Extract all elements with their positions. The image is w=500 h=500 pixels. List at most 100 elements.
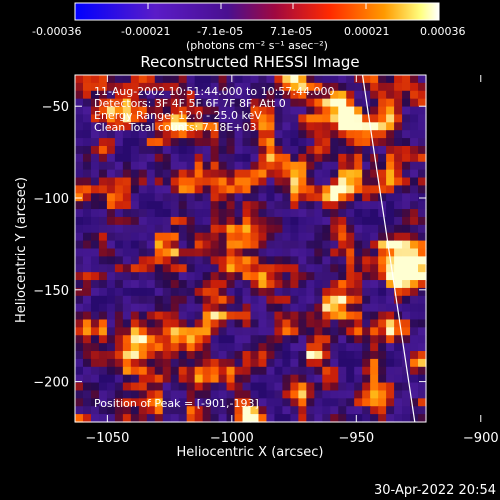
heatmap-cell xyxy=(98,343,108,352)
heatmap-cell xyxy=(178,224,188,234)
heatmap-cell xyxy=(234,264,244,273)
heatmap-cell xyxy=(106,138,116,147)
heatmap-cell xyxy=(330,303,339,313)
heatmap-cell xyxy=(130,398,140,407)
heatmap-cell xyxy=(146,414,156,423)
heatmap-cell xyxy=(178,272,188,281)
heatmap-cell xyxy=(394,185,403,194)
heatmap-cell xyxy=(162,75,172,84)
heatmap-cell xyxy=(290,335,299,344)
heatmap-cell xyxy=(242,358,252,368)
heatmap-cell xyxy=(282,138,291,147)
heatmap-cell xyxy=(210,209,220,218)
heatmap-cell xyxy=(330,114,339,123)
heatmap-cell xyxy=(250,240,260,250)
heatmap-cell xyxy=(282,216,291,226)
heatmap-cell xyxy=(378,335,387,344)
heatmap-cell xyxy=(210,216,220,226)
heatmap-cell xyxy=(106,177,116,187)
heatmap-cell xyxy=(194,358,204,368)
heatmap-cell xyxy=(258,193,268,202)
heatmap-cell xyxy=(130,185,140,194)
heatmap-cell xyxy=(138,327,148,336)
heatmap-cell xyxy=(226,358,236,368)
heatmap-cell xyxy=(338,209,347,218)
heatmap-cell xyxy=(346,122,355,131)
heatmap-cell xyxy=(330,216,339,226)
heatmap-cell xyxy=(242,169,252,179)
heatmap-cell xyxy=(386,114,395,123)
heatmap-cell xyxy=(418,272,427,281)
heatmap-cell xyxy=(114,374,124,384)
heatmap-cell xyxy=(194,311,204,321)
heatmap-cell xyxy=(274,303,284,313)
heatmap-cell xyxy=(178,287,188,297)
heatmap-cell xyxy=(90,358,100,368)
heatmap-cell xyxy=(354,161,363,171)
heatmap-cell xyxy=(346,185,355,194)
heatmap-cell xyxy=(394,90,403,100)
heatmap-cell xyxy=(378,264,387,273)
heatmap-cell xyxy=(378,169,387,179)
heatmap-cell xyxy=(146,303,156,313)
heatmap-cell xyxy=(90,224,100,234)
heatmap-cell xyxy=(106,90,116,100)
heatmap-cell xyxy=(98,209,108,218)
heatmap-cell xyxy=(218,248,228,257)
heatmap-cell xyxy=(114,327,124,336)
heatmap-cell xyxy=(226,130,236,139)
heatmap-cell xyxy=(178,398,188,407)
heatmap-cell xyxy=(282,224,291,234)
heatmap-cell xyxy=(338,201,347,210)
heatmap-cell xyxy=(106,82,116,92)
heatmap-cell xyxy=(162,153,172,163)
heatmap-cell xyxy=(410,90,419,100)
heatmap-cell xyxy=(234,303,244,313)
heatmap-cell xyxy=(386,138,395,147)
heatmap-cell xyxy=(362,114,371,123)
heatmap-cell xyxy=(146,374,156,384)
heatmap-cell xyxy=(178,343,188,352)
heatmap-cell xyxy=(210,390,220,399)
heatmap-cell xyxy=(290,295,299,305)
heatmap-cell xyxy=(298,272,307,281)
heatmap-cell xyxy=(258,224,268,234)
heatmap-cell xyxy=(194,248,204,257)
heatmap-cell xyxy=(82,240,92,250)
heatmap-cell xyxy=(250,161,260,171)
heatmap-cell xyxy=(274,138,284,147)
heatmap-cell xyxy=(226,122,236,131)
heatmap-cell xyxy=(82,327,92,336)
heatmap-cell xyxy=(258,264,268,273)
heatmap-cell xyxy=(82,98,92,108)
heatmap-cell xyxy=(178,90,188,100)
heatmap-cell xyxy=(314,319,323,328)
heatmap-cell xyxy=(258,138,268,147)
heatmap-cell xyxy=(90,414,100,423)
heatmap-cell xyxy=(274,351,284,360)
heatmap-cell xyxy=(138,351,148,360)
heatmap-cell xyxy=(314,390,323,399)
heatmap-cell xyxy=(154,390,164,399)
heatmap-cell xyxy=(202,130,212,139)
heatmap-cell xyxy=(410,248,419,257)
heatmap-cell xyxy=(282,122,291,131)
heatmap-cell xyxy=(298,90,307,100)
heatmap-cell xyxy=(234,406,244,415)
heatmap-cell xyxy=(306,256,315,265)
heatmap-cell xyxy=(410,240,419,250)
heatmap-cell xyxy=(322,248,331,257)
heatmap-cell xyxy=(290,327,299,336)
heatmap-cell xyxy=(274,224,284,234)
heatmap-cell xyxy=(186,177,196,187)
y-axis-label: Heliocentric Y (arcsec) xyxy=(14,177,29,323)
heatmap-cell xyxy=(330,98,339,108)
heatmap-cell xyxy=(106,351,116,360)
heatmap-cell xyxy=(154,90,164,100)
heatmap-cell xyxy=(138,311,148,321)
heatmap-cell xyxy=(402,138,411,147)
heatmap-cell xyxy=(130,216,140,226)
heatmap-cell xyxy=(314,216,323,226)
heatmap-cell xyxy=(194,390,204,399)
heatmap-cell xyxy=(346,406,355,415)
